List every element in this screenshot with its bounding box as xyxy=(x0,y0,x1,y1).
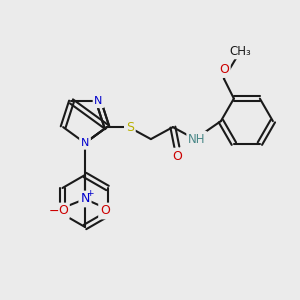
Text: O: O xyxy=(58,205,68,218)
Text: O: O xyxy=(100,205,110,218)
Text: CH₃: CH₃ xyxy=(229,45,251,58)
Text: O: O xyxy=(219,63,229,76)
Text: O: O xyxy=(172,150,182,163)
Text: NH: NH xyxy=(188,133,206,146)
Text: −: − xyxy=(49,205,59,218)
Text: N: N xyxy=(80,193,90,206)
Text: N: N xyxy=(81,138,89,148)
Text: +: + xyxy=(86,188,94,197)
Text: S: S xyxy=(126,121,134,134)
Text: N: N xyxy=(94,96,103,106)
